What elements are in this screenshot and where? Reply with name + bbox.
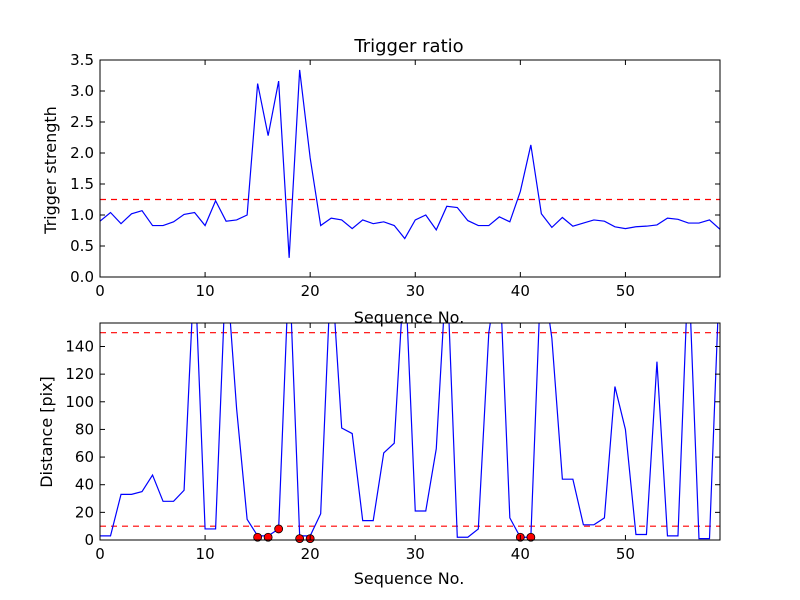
x-axis-label: Sequence No. [354, 569, 465, 588]
series-line [100, 69, 720, 258]
chart-title: Trigger ratio [353, 36, 463, 57]
chart-distance: Distance [pix] 0 10 20 30 40 50 0 20 40 60 80 100 12… [37, 322, 721, 588]
y-tick-label: 140 [65, 337, 94, 355]
y-axis-label: Trigger strength [41, 106, 60, 235]
y-tick-label: 3.5 [70, 51, 94, 69]
y-tick-label: 0 [84, 531, 94, 549]
plot-frame [99, 59, 721, 278]
x-tick-label: 0 [95, 282, 105, 300]
x-axis-label: Sequence No. [354, 308, 465, 327]
y-tick-label: 40 [75, 476, 94, 494]
data-point-marker [253, 532, 263, 542]
x-tick-label: 30 [406, 545, 425, 563]
x-tick-label: 20 [301, 545, 320, 563]
y-tick-label: 1.5 [70, 175, 94, 193]
y-tick-label: 2.0 [70, 144, 94, 162]
data-point-marker [263, 532, 273, 542]
y-tick-label: 0.0 [70, 268, 94, 286]
y-tick-label: 3.0 [70, 82, 94, 100]
y-tick-label: 80 [75, 420, 94, 438]
y-tick-label: 2.5 [70, 113, 94, 131]
x-tick-label: 40 [511, 545, 530, 563]
x-tick-label: 40 [511, 282, 530, 300]
y-tick-label: 1.0 [70, 206, 94, 224]
y-tick-label: 0.5 [70, 237, 94, 255]
x-tick-label: 20 [301, 282, 320, 300]
y-tick-label: 60 [75, 448, 94, 466]
data-point-marker [526, 532, 536, 542]
y-tick-label: 120 [65, 365, 94, 383]
x-tick-label: 30 [406, 282, 425, 300]
x-tick-label: 50 [616, 545, 635, 563]
chart-trigger-ratio: Trigger ratio Trigger strength 0 10 20 30 40… [41, 36, 721, 327]
data-point-marker [274, 524, 284, 534]
data-point-marker [295, 534, 305, 544]
x-tick-label: 0 [95, 545, 105, 563]
y-axis-label: Distance [pix] [37, 376, 56, 488]
x-tick-label: 10 [196, 545, 215, 563]
plot-frame [99, 322, 721, 541]
x-tick-label: 50 [616, 282, 635, 300]
y-tick-label: 100 [65, 393, 94, 411]
y-tick-label: 20 [75, 503, 94, 521]
series-line [100, 323, 719, 540]
x-tick-label: 10 [196, 282, 215, 300]
